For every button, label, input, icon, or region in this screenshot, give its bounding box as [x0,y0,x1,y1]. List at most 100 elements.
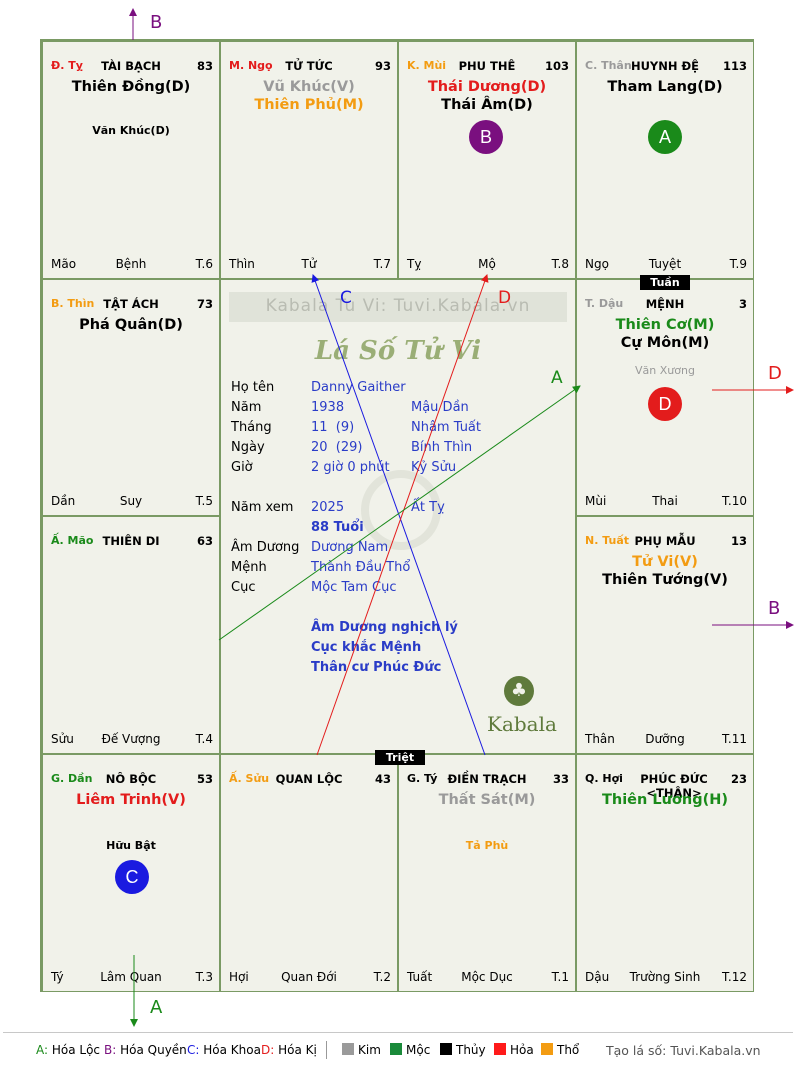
palace-branch: Dậu [585,970,610,984]
info-value-canchi: Mậu Dần [411,400,469,415]
legend-hoa-khoa: C: Hóa Khoa [187,1043,261,1057]
note-text: Cục khắc Mệnh [311,640,422,655]
palace-branch: Tý [51,970,64,984]
info-label: Tháng [231,420,272,435]
info-value: 11 (9) [311,420,355,435]
palace-mui[interactable]: K. Mùi PHU THÊ 103 Thái Dương(D) Thái Âm… [398,41,576,279]
kabala-brand: Kabala [487,712,557,736]
palace-tyy[interactable]: G. Tý ĐIỀN TRẠCH 33 Thất Sát(M) Tả Phù T… [398,754,576,992]
major-star: Thiên Lương(H) [601,792,728,808]
info-label: Năm xem [231,500,294,515]
arrow-label-bottom: A [150,997,163,1018]
moc-swatch [390,1043,402,1055]
palace-branch: Tuất [407,970,433,984]
info-value: 1938 [311,400,345,415]
legend-element-label: Hỏa [510,1043,534,1057]
palace-thin[interactable]: B. Thìn TẬT ÁCH 73 Phá Quân(D) Dần Suy T… [42,279,220,516]
legend-key: B: [104,1043,117,1057]
info-value-canchi: Kỷ Sửu [411,460,457,475]
palace-stage: Mộ [478,257,496,271]
palace-number: 33 [552,772,569,786]
palace-name: MỆNH [645,297,685,311]
palace-ty[interactable]: Đ. Tỵ TÀI BẠCH 83 Thiên Đồng(D) Văn Khúc… [42,41,220,279]
palace-number: 43 [374,772,391,786]
legend-element-label: Thổ [557,1043,580,1057]
palace-stage: Tuyệt [648,257,682,271]
palace-stage: Dưỡng [645,732,685,746]
major-star: Vũ Khúc(V) [263,79,355,95]
palace-name: PHỤ MẪU [634,534,696,548]
thuy-swatch [440,1043,452,1055]
legend-element-label: Mộc [406,1043,431,1057]
palace-ngo[interactable]: M. Ngọ TỬ TỨC 93 Vũ Khúc(V) Thiên Phủ(M)… [220,41,398,279]
palace-tuat[interactable]: N. Tuất PHỤ MẪU 13 Tử Vi(V) Thiên Tướng(… [576,516,754,754]
legend-label: Hóa Khoa [203,1043,261,1057]
palace-number: 113 [722,59,747,73]
info-value-canchi: Bính Thìn [411,440,473,455]
palace-limit: T.9 [729,257,747,271]
palace-hoi[interactable]: Q. Hợi PHÚC ĐỨC <THÂN> 23 Thiên Lương(H)… [576,754,754,992]
logo-title: Lá Số Tử Vi [314,336,482,366]
info-label: Họ tên [231,380,275,395]
legend-element-thuy: Thủy [440,1043,486,1057]
palace-name: NÔ BỘC [105,772,157,786]
legend-label: Hóa Kị [278,1043,317,1057]
palace-limit: T.1 [551,970,569,984]
line-label-c: C [340,288,352,308]
legend-label: Hóa Lộc [51,1043,101,1057]
minor-star: Tả Phù [465,839,509,852]
palace-mao[interactable]: Ấ. Mão THIÊN DI 63 Sửu Đế Vượng T.4 [42,516,220,754]
palace-can: M. Ngọ [229,59,273,72]
major-star: Thiên Tướng(V) [602,572,728,588]
palace-number: 53 [196,772,213,786]
palace-can: N. Tuất [585,534,630,547]
palace-number: 73 [196,297,213,311]
legend-key: D: [261,1043,275,1057]
tuan-tag: Tuần [640,275,690,290]
palace-can: G. Tý [407,772,438,785]
palace-name: TẬT ÁCH [103,297,159,311]
palace-can: Q. Hợi [585,772,623,785]
hoa-khoa-circle: C [115,860,149,894]
palace-name: ĐIỀN TRẠCH [447,772,527,786]
palace-branch: Hợi [229,970,249,984]
palace-can: B. Thìn [51,297,95,310]
credit-link[interactable]: Tạo lá số: Tuvi.Kabala.vn [606,1043,761,1058]
palace-dau[interactable]: T. Dậu MỆNH 3 Thiên Cơ(M) Cự Môn(M) Văn … [576,279,754,516]
line-label-a: A [551,368,563,388]
palace-dan[interactable]: G. Dần NÔ BỘC 53 Liêm Trinh(V) Hữu Bật C… [42,754,220,992]
palace-name: HUYNH ĐỆ [630,59,700,73]
info-value: Thành Đầu Thổ [311,560,411,575]
palace-limit: T.3 [195,970,213,984]
palace-branch: Thìn [229,257,255,271]
arrow-label-right-b: B [768,598,781,619]
palace-limit: T.8 [551,257,569,271]
palace-name: TÀI BẠCH [101,59,161,73]
palace-stage: Suy [119,494,143,508]
legend-element-tho: Thổ [541,1043,579,1057]
minor-star: Văn Xương [635,364,695,377]
info-value: Danny Gaither [311,380,406,395]
center-info-panel: Kabala Tu Vi: Tuvi.Kabala.vn Lá Số Tử Vi… [220,279,576,754]
minor-star: Văn Khúc(D) [92,124,170,137]
palace-number: 83 [196,59,213,73]
note-text: Âm Dương nghịch lý [311,620,458,635]
triet-tag: Triệt [375,750,425,765]
minor-star: Hữu Bật [106,839,156,852]
palace-branch: Tỵ [407,257,422,271]
legend-hoa-ki: D: Hóa Kị [261,1043,317,1057]
palace-branch: Dần [51,494,76,508]
palace-suu[interactable]: Ấ. Sửu QUAN LỘC 43 Hợi Quan Đới T.2 [220,754,398,992]
palace-number: 3 [738,297,747,311]
palace-than[interactable]: C. Thân HUYNH ĐỆ 113 Tham Lang(D) A Ngọ … [576,41,754,279]
palace-name: TỬ TỨC [285,59,333,73]
arrow-label-top: B [150,12,163,33]
major-star: Thất Sát(M) [438,792,536,808]
legend-element-label: Kim [358,1043,381,1057]
palace-limit: T.5 [195,494,213,508]
info-value-canchi: Nhâm Tuất [411,420,481,435]
palace-limit: T.6 [195,257,213,271]
info-label: Cục [231,580,256,595]
palace-number: 63 [196,534,213,548]
hoa-ki-circle: D [648,387,682,421]
